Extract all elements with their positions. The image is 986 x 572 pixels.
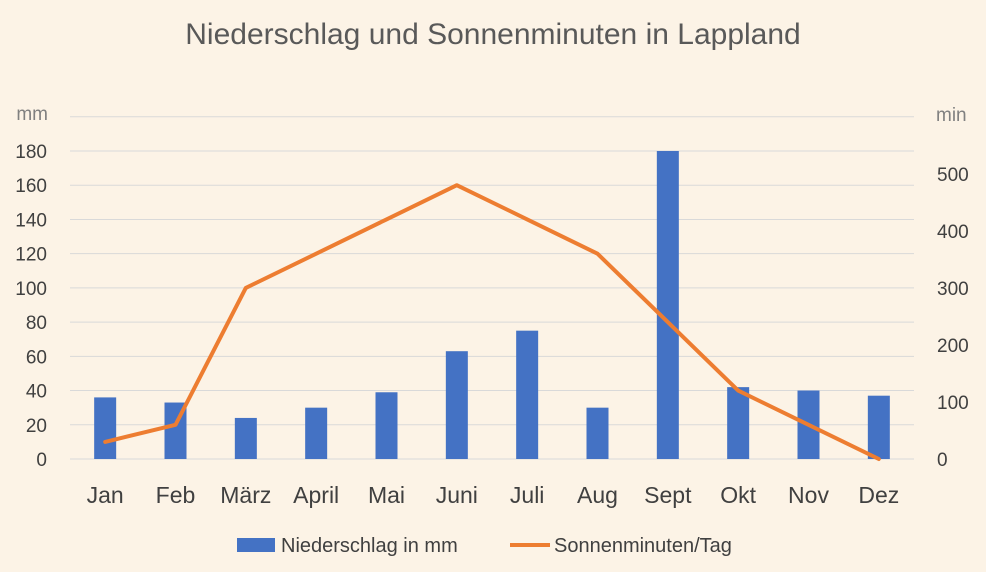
right-tick-label: 500 xyxy=(937,165,969,186)
category-label: Nov xyxy=(788,482,829,508)
left-tick-label: 80 xyxy=(26,313,47,334)
left-tick-label: 180 xyxy=(15,142,47,163)
category-label: Juni xyxy=(436,482,478,508)
bar xyxy=(727,387,750,459)
line-path xyxy=(103,183,881,461)
left-tick-label: 0 xyxy=(36,450,47,471)
bar xyxy=(656,151,679,459)
legend: Niederschlag in mm Sonnenminuten/Tag xyxy=(237,535,732,557)
legend-swatch-bar xyxy=(237,538,275,552)
bar-series xyxy=(94,151,890,459)
bar xyxy=(586,407,609,459)
category-label: April xyxy=(293,482,339,508)
bar xyxy=(375,392,398,459)
right-tick-label: 100 xyxy=(937,393,969,414)
right-axis-unit: min xyxy=(936,105,967,126)
right-tick-label: 0 xyxy=(937,450,948,471)
left-axis-ticks: 0 20 40 60 80 100 120 140 160 180 xyxy=(15,142,47,471)
left-tick-label: 120 xyxy=(15,245,47,266)
category-labels: Jan Feb März April Mai Juni Juli Aug Sept Okt Nov D… xyxy=(87,482,900,508)
category-label: Okt xyxy=(720,482,756,508)
left-tick-label: 100 xyxy=(15,279,47,300)
category-label: Feb xyxy=(156,482,196,508)
category-label: Aug xyxy=(577,482,618,508)
category-label: Jan xyxy=(87,482,124,508)
bar xyxy=(867,395,890,459)
left-axis-unit: mm xyxy=(16,104,48,125)
chart-title: Niederschlag und Sonnenminuten in Lappla… xyxy=(185,18,800,51)
legend-label-line: Sonnenminuten/Tag xyxy=(554,535,732,557)
category-label: Dez xyxy=(858,482,899,508)
line-series xyxy=(103,183,881,461)
left-tick-label: 140 xyxy=(15,210,47,231)
left-tick-label: 40 xyxy=(26,382,47,403)
legend-label-bar: Niederschlag in mm xyxy=(281,535,458,557)
left-tick-label: 60 xyxy=(26,347,47,368)
bar xyxy=(234,417,257,459)
right-tick-label: 200 xyxy=(937,336,969,357)
category-label: Juli xyxy=(510,482,545,508)
bar xyxy=(516,330,539,459)
bar xyxy=(305,407,328,459)
category-label: Sept xyxy=(644,482,692,508)
category-label: Mai xyxy=(368,482,405,508)
bar xyxy=(94,397,117,459)
right-axis-ticks: 0 100 200 300 400 500 xyxy=(937,165,969,471)
left-tick-label: 160 xyxy=(15,176,47,197)
gridlines xyxy=(70,116,914,460)
left-tick-label: 20 xyxy=(26,416,47,437)
category-label: März xyxy=(220,482,271,508)
bar xyxy=(445,351,468,459)
right-tick-label: 400 xyxy=(937,222,969,243)
right-tick-label: 300 xyxy=(937,279,969,300)
